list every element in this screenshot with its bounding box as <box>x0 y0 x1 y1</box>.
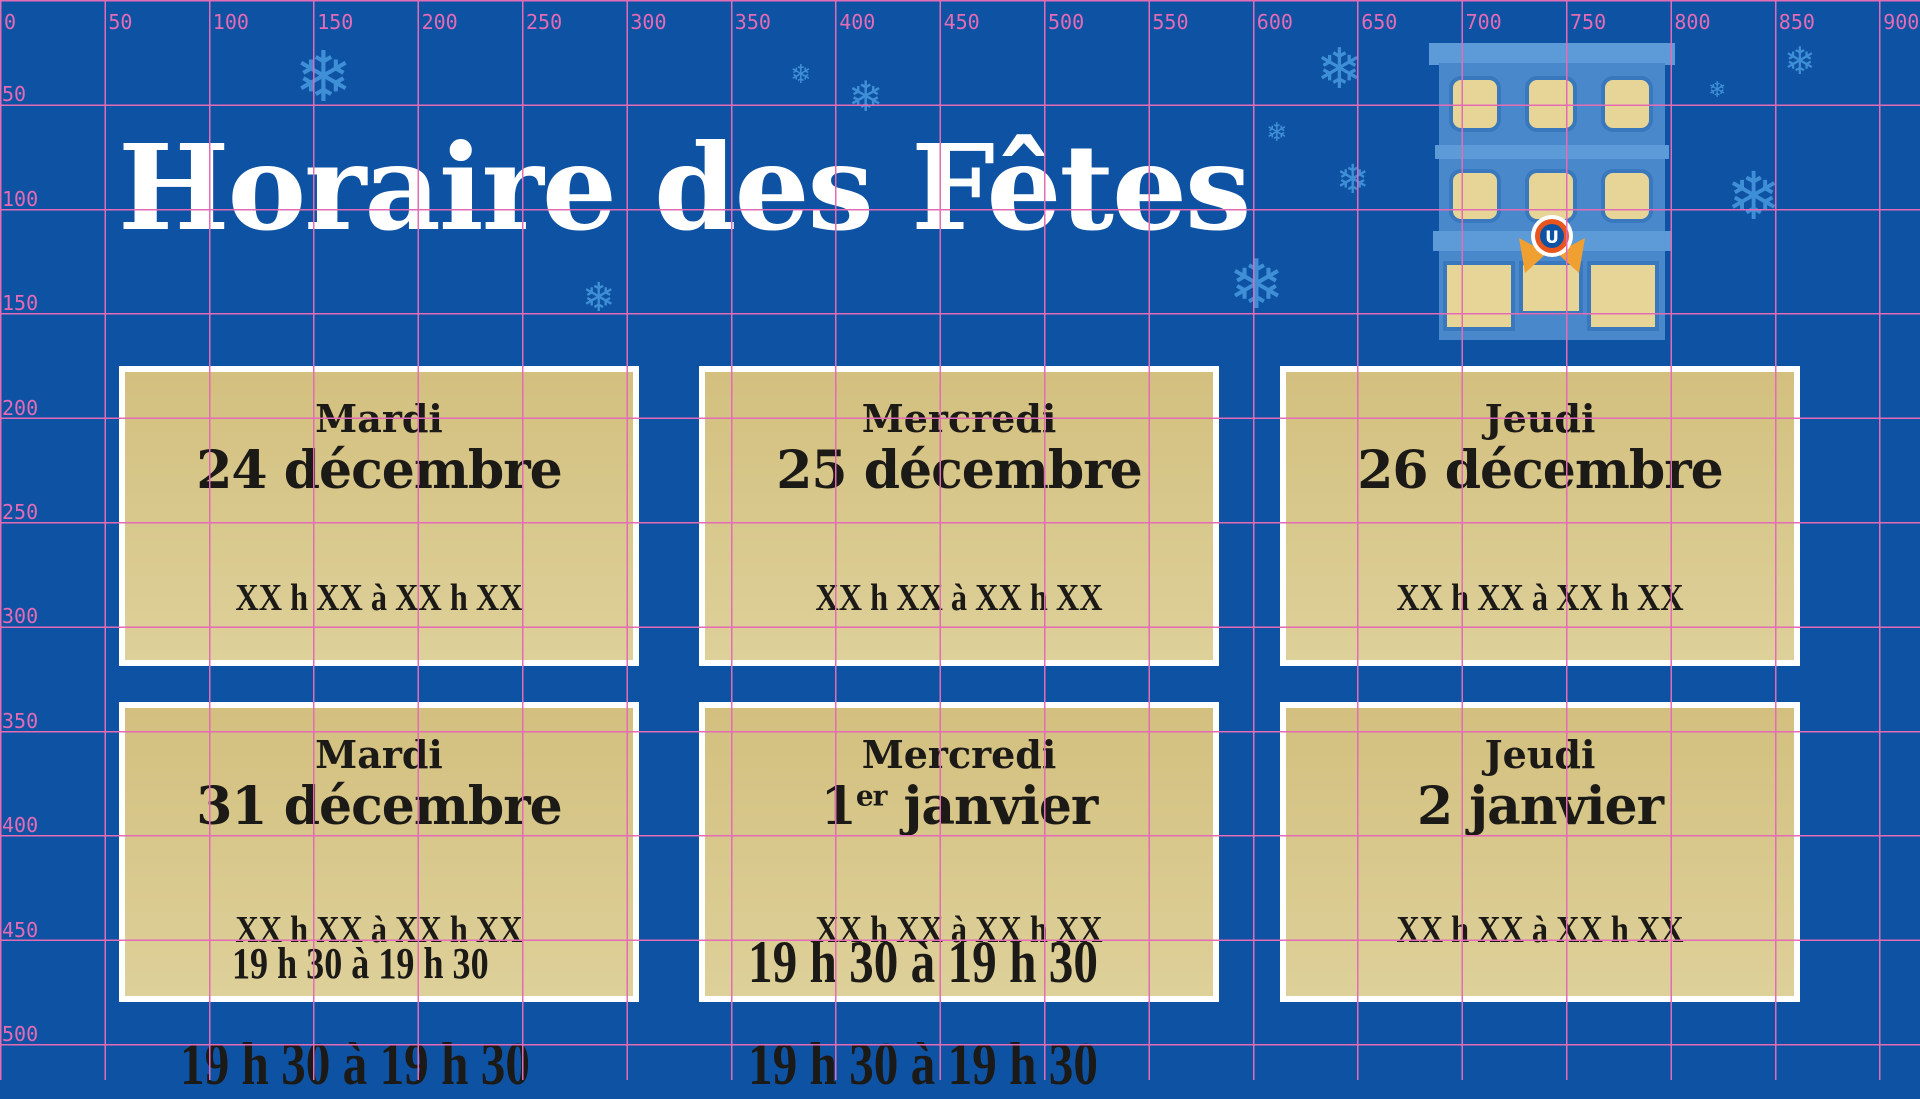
card-day: Jeudi <box>1484 396 1596 441</box>
date-number: 1 <box>820 776 857 837</box>
snowflake-icon: ❄ <box>294 36 353 118</box>
card-date: 24 décembre <box>196 440 563 501</box>
snowflake-icon: ❄ <box>582 275 616 321</box>
schedule-card: Jeudi 2 janvier XX h XX à XX h XX <box>1280 702 1800 1002</box>
snowflake-icon: ❄ <box>1336 157 1370 203</box>
ruler-label-y: 200 <box>2 395 39 420</box>
ruler-label-x: 50 <box>108 10 133 34</box>
ruler-label-x: 250 <box>526 10 563 34</box>
ruler-label-x: 400 <box>839 10 876 34</box>
u-logo: U <box>1545 228 1559 248</box>
schedule-card: Mercredi 25 décembre XX h XX à XX h XX <box>699 366 1219 666</box>
overflow-hours-text: 19 h 30 à 19 h 30 <box>748 929 1098 995</box>
ruler-label-x: 800 <box>1674 10 1711 34</box>
schedule-card: Jeudi 26 décembre XX h XX à XX h XX <box>1280 366 1800 666</box>
ruler-label-x: 0 <box>4 10 17 34</box>
ruler-label-x: 200 <box>421 10 458 34</box>
card-hours: XX h XX à XX h XX <box>815 577 1103 619</box>
snowflake-icon: ❄ <box>1784 39 1816 83</box>
ruler-label-x: 350 <box>734 10 771 34</box>
card-day: Mercredi <box>861 396 1057 441</box>
ruler-label-x: 100 <box>212 10 249 34</box>
date-month: janvier <box>886 776 1099 837</box>
ruler-label-x: 300 <box>630 10 667 34</box>
card-day: Mercredi <box>861 732 1057 777</box>
ruler-label-y: 500 <box>2 1022 39 1046</box>
card-date: 31 décembre <box>196 776 563 837</box>
ruler-label-x: 500 <box>1048 10 1085 34</box>
card-date: 25 décembre <box>776 440 1143 501</box>
ruler-label-x: 150 <box>317 10 354 34</box>
card-day: Mardi <box>315 732 443 777</box>
card-hours: XX h XX à XX h XX <box>235 577 523 619</box>
overflow-hours-text: 19 h 30 à 19 h 30 <box>748 1031 1098 1097</box>
snowflake-icon: ❄ <box>1266 118 1288 148</box>
overflow-hours-text: 19 h 30 à 19 h 30 <box>180 1031 530 1097</box>
ruler-label-x: 450 <box>943 10 980 34</box>
storefront-building-illustration: U <box>1429 43 1675 340</box>
ruler-label-x: 850 <box>1778 10 1815 34</box>
ruler-label-y: 150 <box>2 291 39 316</box>
snowflake-icon: ❄ <box>1316 37 1363 102</box>
ruler-label-y: 300 <box>2 604 39 629</box>
ruler-label-y: 350 <box>2 708 39 733</box>
card-date: 2 janvier <box>1416 776 1664 837</box>
date-ordinal: er <box>855 779 888 813</box>
card-date: 1er janvier <box>705 776 1213 837</box>
card-date: 26 décembre <box>1357 440 1724 501</box>
ruler-label-y: 450 <box>2 917 39 942</box>
ruler-label-y: 250 <box>2 500 39 524</box>
ruler-label-x: 650 <box>1361 10 1398 34</box>
schedule-card: Mardi 24 décembre XX h XX à XX h XX <box>119 366 639 666</box>
ruler-label-x: 900 <box>1883 10 1920 34</box>
card-hours: XX h XX à XX h XX <box>1396 909 1684 951</box>
ruler-label-x: 600 <box>1256 10 1293 34</box>
snowflake-icon: ❄ <box>1708 78 1727 103</box>
overflow-hours-text: 19 h 30 à 19 h 30 <box>232 939 489 988</box>
ruler-label-x: 750 <box>1570 10 1607 34</box>
ruler-label-y: 50 <box>2 82 27 107</box>
card-hours: XX h XX à XX h XX <box>1396 577 1684 619</box>
ruler-label-y: 400 <box>2 813 39 838</box>
ruler-label-x: 550 <box>1152 10 1189 34</box>
page-title: Horaire des Fêtes <box>118 118 1251 257</box>
card-day: Jeudi <box>1484 732 1596 777</box>
snowflake-icon: ❄ <box>790 60 812 90</box>
snowflake-icon: ❄ <box>1726 158 1782 235</box>
snowflake-icon: ❄ <box>1228 246 1285 325</box>
ruler-label-x: 700 <box>1465 10 1502 34</box>
snowflake-icon: ❄ <box>848 72 884 121</box>
ruler-label-y: 100 <box>2 186 39 211</box>
card-day: Mardi <box>315 396 443 441</box>
